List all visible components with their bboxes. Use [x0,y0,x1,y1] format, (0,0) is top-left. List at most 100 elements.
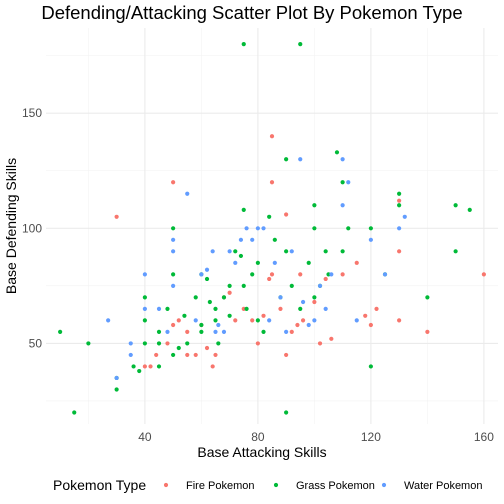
legend-items: Fire Pokemon Grass Pokemon Water Pokemon [163,480,482,492]
fire-pokemon-point [185,329,190,335]
fire-pokemon-point [289,329,294,335]
water-pokemon-point [272,260,277,265]
grass-pokemon-point [156,364,162,369]
grass-pokemon-point [340,180,345,185]
grass-pokemon-point [241,283,246,288]
legend: Pokemon Type Fire Pokemon Grass Pokemon Wa… [53,477,482,493]
grass-pokemon-point [397,191,402,196]
water-pokemon-point [267,318,272,323]
grass-pokemon-point [142,341,147,346]
grass-pokemon-point [241,207,246,212]
grass-pokemon-point [284,249,289,254]
fire-pokemon-point [185,352,190,358]
grass-pokemon-point [156,329,162,335]
fire-pokemon-point [193,352,198,358]
fire-pokemon-point [148,364,153,369]
grass-pokemon-point [227,313,232,318]
y-tick-label: 50 [29,336,43,350]
water-pokemon-point [306,322,311,328]
water-pokemon-point [317,283,323,288]
grass-pokemon-point [171,272,176,277]
fire-pokemon-point [227,290,232,295]
x-tick-label: 120 [361,430,381,444]
grass-pokemon-point [241,42,246,47]
fire-pokemon-point [269,180,275,185]
fire-pokemon-point [204,345,210,351]
grass-pokemon-point [238,253,244,259]
fire-pokemon-point [171,322,176,328]
y-tick-label: 150 [22,106,42,120]
grass-pokemon-point [221,295,227,300]
y-tick-label: 100 [22,221,42,235]
grass-pokemon-point [298,306,303,311]
chart-title: Defending/Attacking Scatter Plot By Poke… [41,2,462,23]
fire-pokemon-point [213,352,218,358]
grass-pokemon-point [453,249,458,254]
fire-pokemon-point [142,364,147,369]
water-pokemon-point [278,295,283,300]
fire-pokemon-point [154,352,159,358]
water-pokemon-point [261,226,266,231]
water-pokemon-point [346,180,351,185]
water-pokemon-legend-key [381,482,387,488]
fire-pokemon-point [210,364,215,369]
grass-pokemon-point [298,42,303,47]
plot-panel [46,28,498,424]
water-pokemon-point [221,329,227,335]
grass-pokemon-point [114,387,119,392]
water-pokemon-point [255,226,260,231]
grass-pokemon-point [312,226,317,231]
grass-pokemon-point [199,329,204,335]
x-axis-tick-labels: 40 80 120 160 [138,430,494,444]
water-pokemon-point [171,237,176,242]
fire-pokemon-point [295,322,300,328]
grass-pokemon-point [199,322,204,328]
grass-pokemon-point [272,237,277,242]
grass-pokemon-point [334,150,340,155]
water-pokemon-point [284,329,289,335]
grass-pokemon-legend-key [273,482,279,488]
grass-pokemon-point [213,318,218,323]
fire-pokemon-point [261,313,266,318]
grass-pokemon-point [284,410,289,415]
water-pokemon-point [238,237,244,242]
fire-pokemon-point [233,318,238,323]
grass-pokemon-point [261,329,266,335]
water-pokemon-point [142,272,147,277]
fire-pokemon-point [397,198,402,203]
x-tick-label: 40 [138,430,152,444]
grass-pokemon-point [255,318,260,323]
grass-pokemon-point [340,249,345,254]
water-pokemon-point [250,237,255,242]
x-tick-label: 80 [251,430,265,444]
fire-pokemon-point [269,134,275,139]
water-pokemon-point [300,299,306,305]
water-pokemon-point [329,272,334,277]
water-pokemon-point [213,329,218,335]
grass-pokemon-point [142,318,147,323]
grass-pokemon-point [312,295,317,300]
grass-pokemon-point [204,276,210,282]
water-pokemon-point [204,267,210,272]
grass-pokemon-point [368,226,373,231]
grass-pokemon-point [142,295,147,300]
grass-pokemon-point [86,341,91,346]
water-pokemon-point [397,226,402,231]
grass-pokemon-point [72,410,77,415]
water-pokemon-point [106,318,111,323]
fire-pokemon-point [250,318,255,323]
grass-pokemon-point [58,329,63,335]
water-pokemon-legend-label: Water Pokemon [404,480,482,492]
water-pokemon-point [156,306,162,311]
grass-pokemon-point [284,157,289,162]
grass-pokemon-point [171,352,176,358]
water-pokemon-point [354,318,359,323]
grass-pokemon-point [227,283,232,288]
grid-lines [46,28,498,424]
fire-pokemon-point [425,329,430,335]
water-pokemon-point [289,249,294,254]
water-pokemon-point [128,352,133,358]
grass-pokemon-point [267,214,272,219]
fire-pokemon-point [165,341,170,346]
